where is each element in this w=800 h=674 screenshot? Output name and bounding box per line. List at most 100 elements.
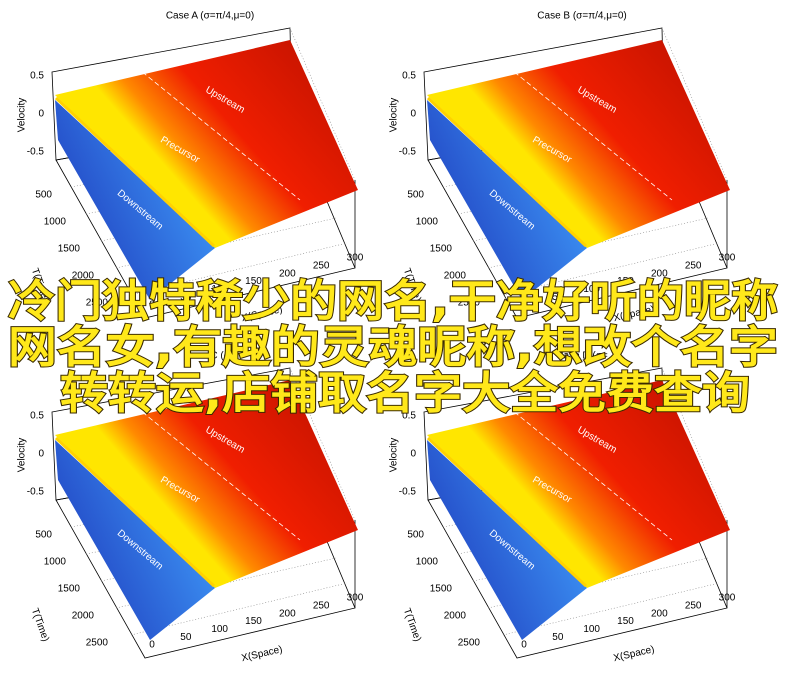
y-tick-label: 2000 <box>444 611 467 622</box>
x-tick-label: 200 <box>279 268 296 279</box>
x-tick-label: 300 <box>719 593 736 604</box>
y-tick-label: 1500 <box>430 584 453 595</box>
y-tick-label: 2000 <box>72 611 95 622</box>
x-tick-label: 100 <box>211 624 228 635</box>
y-tick-label: 1000 <box>416 217 439 228</box>
wave-front <box>54 436 216 588</box>
x-tick-label: 0 <box>149 300 155 311</box>
x-tick-label: 200 <box>651 268 668 279</box>
x-tick-label: 150 <box>245 276 262 287</box>
surface-upstream <box>55 40 358 248</box>
box-edge <box>661 27 728 181</box>
surface-downstream <box>427 100 587 300</box>
grid-line <box>502 242 720 296</box>
front-line <box>129 61 301 201</box>
overlay-text: 冷门独特稀少的网名,干净好听的昵称网名女,有趣的灵魂昵称,想改个名字转转运,店铺… <box>7 275 779 420</box>
x-tick-label: 300 <box>719 253 736 264</box>
y-tick-label: 2500 <box>86 638 109 649</box>
y-tick-label: 500 <box>35 530 52 541</box>
box-edge <box>289 27 356 181</box>
x-tick-label: 200 <box>279 608 296 619</box>
x-tick-label: 250 <box>685 600 702 611</box>
x-tick-label: 250 <box>313 600 330 611</box>
surface-upstream <box>427 40 730 248</box>
y-tick-label: 1500 <box>430 244 453 255</box>
box-edge <box>289 367 356 521</box>
z-tick-label: 0 <box>38 109 44 120</box>
x-tick-label: 0 <box>149 640 155 651</box>
front-line <box>501 61 673 201</box>
y-tick-label: 1000 <box>44 217 67 228</box>
y-tick-label: 2000 <box>444 271 467 282</box>
surface-upstream <box>55 380 358 588</box>
x-tick-label: 50 <box>180 292 192 303</box>
x-tick-label: 250 <box>313 260 330 271</box>
y-tick-label: 2500 <box>458 298 481 309</box>
x-tick-label: 100 <box>583 624 600 635</box>
x-tick-label: 50 <box>552 632 564 643</box>
z-tick-label: 0 <box>410 449 416 460</box>
x-tick-label: 300 <box>347 593 364 604</box>
z-label: Velocity <box>389 438 400 472</box>
panel-title: Case A (σ=π/4,μ=0) <box>166 11 254 22</box>
wave-front <box>54 96 216 248</box>
x-tick-label: 300 <box>347 253 364 264</box>
x-tick-label: 50 <box>552 292 564 303</box>
z-tick-label: -0.5 <box>399 147 417 158</box>
panel-title: Case D (σ= <box>556 351 608 362</box>
overlay-line: 网名女,有趣的灵魂昵称,想改个名字 <box>8 322 778 373</box>
box-edge <box>661 367 728 521</box>
z-tick-label: 0 <box>38 449 44 460</box>
x-tick-label: 200 <box>651 608 668 619</box>
y-tick-label: 2500 <box>86 298 109 309</box>
z-tick-label: 0.5 <box>402 411 416 422</box>
x-tick-label: 150 <box>617 616 634 627</box>
y-tick-label: 500 <box>407 190 424 201</box>
x-label: X(Space) <box>612 644 655 664</box>
wave-front <box>426 96 588 248</box>
x-tick-label: 100 <box>583 284 600 295</box>
x-tick-label: 150 <box>245 616 262 627</box>
z-tick-label: -0.5 <box>399 487 417 498</box>
panel-title: Case C (σ= <box>184 351 236 362</box>
y-tick-label: 1000 <box>416 557 439 568</box>
y-tick-label: 1500 <box>58 584 81 595</box>
x-tick-label: 100 <box>211 284 228 295</box>
x-label: X(Space) <box>240 644 283 664</box>
surface-upstream <box>427 380 730 588</box>
grid-line <box>130 242 348 296</box>
y-tick-label: 2000 <box>72 271 95 282</box>
z-tick-label: 0 <box>410 109 416 120</box>
surface-downstream <box>55 440 215 640</box>
y-tick-label: 2500 <box>458 638 481 649</box>
grid-line <box>502 582 720 636</box>
z-tick-label: 0.5 <box>30 71 44 82</box>
y-tick-label: 500 <box>35 190 52 201</box>
z-label: Velocity <box>17 438 28 472</box>
x-tick-label: 150 <box>617 276 634 287</box>
wave-front <box>426 436 588 588</box>
overlay-line: 冷门独特稀少的网名,干净好听的昵称 <box>8 276 778 327</box>
y-label: T(Time) <box>29 607 51 643</box>
x-tick-label: 0 <box>521 640 527 651</box>
panel-title: Case B (σ=π/4,μ=0) <box>537 11 626 22</box>
z-tick-label: -0.5 <box>27 147 45 158</box>
y-label: T(Time) <box>401 607 423 643</box>
x-tick-label: 250 <box>685 260 702 271</box>
y-tick-label: 1000 <box>44 557 67 568</box>
x-tick-label: 50 <box>180 632 192 643</box>
z-tick-label: 0.5 <box>402 71 416 82</box>
z-label: Velocity <box>17 98 28 132</box>
x-tick-label: 0 <box>521 300 527 311</box>
surface-downstream <box>427 440 587 640</box>
z-tick-label: 0.5 <box>30 411 44 422</box>
overlay-line: 转转运,店铺取名字大全免费查询 <box>60 368 750 419</box>
grid-line <box>130 582 348 636</box>
front-line <box>501 401 673 541</box>
